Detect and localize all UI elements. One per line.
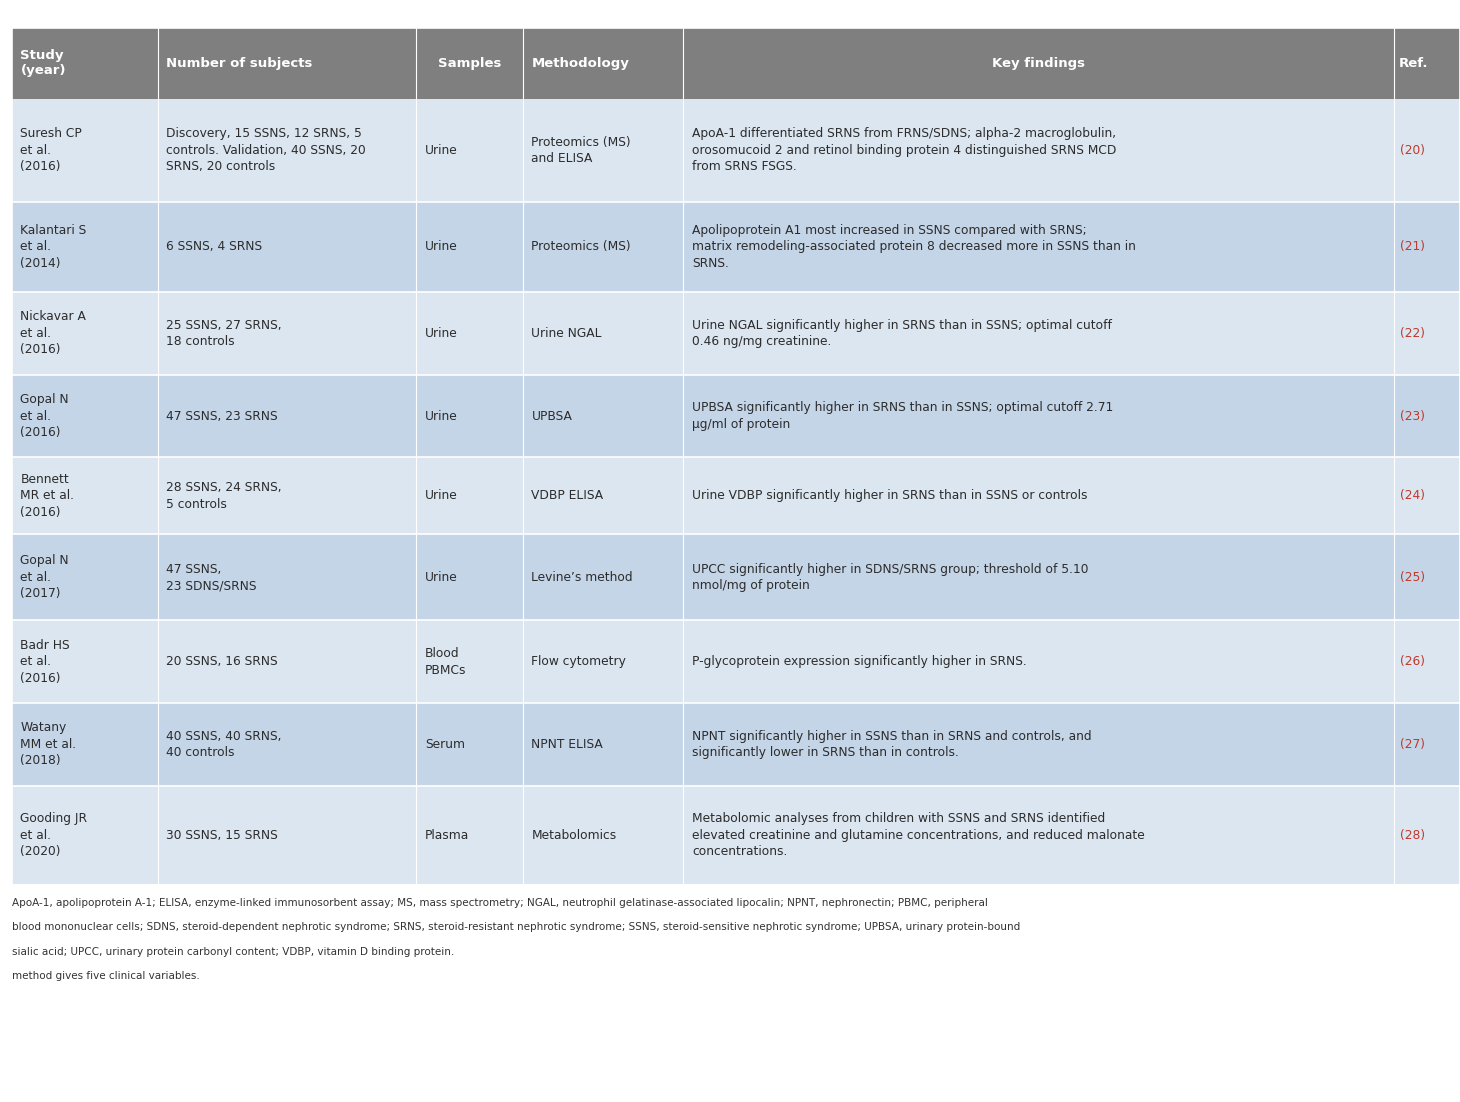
- Text: Proteomics (MS)
and ELISA: Proteomics (MS) and ELISA: [531, 136, 631, 165]
- Text: 47 SSNS, 23 SRNS: 47 SSNS, 23 SRNS: [166, 410, 277, 422]
- Text: 47 SSNS,
23 SDNS/SRNS: 47 SSNS, 23 SDNS/SRNS: [166, 563, 257, 592]
- Text: Ref.: Ref.: [1399, 57, 1428, 69]
- Text: Flow cytometry: Flow cytometry: [531, 656, 626, 668]
- Text: 28 SSNS, 24 SRNS,
5 controls: 28 SSNS, 24 SRNS, 5 controls: [166, 482, 282, 510]
- Text: ApoA-1, apolipoprotein A-1; ELISA, enzyme-linked immunosorbent assay; MS, mass s: ApoA-1, apolipoprotein A-1; ELISA, enzym…: [12, 898, 987, 908]
- Text: (27): (27): [1400, 738, 1425, 750]
- Text: 20 SSNS, 16 SRNS: 20 SSNS, 16 SRNS: [166, 656, 277, 668]
- Text: (22): (22): [1400, 327, 1425, 339]
- Text: sialic acid; UPCC, urinary protein carbonyl content; VDBP, vitamin D binding pro: sialic acid; UPCC, urinary protein carbo…: [12, 947, 454, 957]
- Text: Discovery, 15 SSNS, 12 SRNS, 5
controls. Validation, 40 SSNS, 20
SRNS, 20 contro: Discovery, 15 SSNS, 12 SRNS, 5 controls.…: [166, 128, 366, 173]
- Text: (20): (20): [1400, 144, 1425, 156]
- Bar: [12, 786, 1460, 885]
- Text: Number of subjects: Number of subjects: [166, 57, 312, 69]
- Text: VDBP ELISA: VDBP ELISA: [531, 489, 603, 503]
- Text: (24): (24): [1400, 489, 1425, 503]
- Text: Gopal N
et al.
(2016): Gopal N et al. (2016): [20, 393, 69, 439]
- Text: Badr HS
et al.
(2016): Badr HS et al. (2016): [20, 639, 70, 684]
- Text: P-glycoprotein expression significantly higher in SRNS.: P-glycoprotein expression significantly …: [692, 656, 1026, 668]
- Text: Urine NGAL significantly higher in SRNS than in SSNS; optimal cutoff
0.46 ng/mg : Urine NGAL significantly higher in SRNS …: [692, 318, 1113, 348]
- Text: (28): (28): [1400, 829, 1425, 842]
- Bar: [12, 534, 1460, 620]
- Bar: [12, 620, 1460, 703]
- Text: NPNT significantly higher in SSNS than in SRNS and controls, and
significantly l: NPNT significantly higher in SSNS than i…: [692, 730, 1092, 759]
- Text: Blood
PBMCs: Blood PBMCs: [425, 647, 466, 677]
- Text: Samples: Samples: [438, 57, 501, 69]
- Text: Gopal N
et al.
(2017): Gopal N et al. (2017): [20, 554, 69, 601]
- Text: 25 SSNS, 27 SRNS,
18 controls: 25 SSNS, 27 SRNS, 18 controls: [166, 318, 282, 348]
- Text: Plasma: Plasma: [425, 829, 469, 842]
- Text: method gives five clinical variables.: method gives five clinical variables.: [12, 971, 200, 981]
- Text: Gooding JR
et al.
(2020): Gooding JR et al. (2020): [20, 812, 88, 858]
- Text: Watany
MM et al.
(2018): Watany MM et al. (2018): [20, 722, 76, 767]
- Text: UPBSA significantly higher in SRNS than in SSNS; optimal cutoff 2.71
μg/ml of pr: UPBSA significantly higher in SRNS than …: [692, 401, 1114, 431]
- Text: 40 SSNS, 40 SRNS,
40 controls: 40 SSNS, 40 SRNS, 40 controls: [166, 730, 282, 759]
- Text: ApoA-1 differentiated SRNS from FRNS/SDNS; alpha-2 macroglobulin,
orosomucoid 2 : ApoA-1 differentiated SRNS from FRNS/SDN…: [692, 128, 1117, 173]
- Text: Study
(year): Study (year): [20, 50, 66, 77]
- Text: (25): (25): [1400, 571, 1425, 584]
- Text: blood mononuclear cells; SDNS, steroid-dependent nephrotic syndrome; SRNS, stero: blood mononuclear cells; SDNS, steroid-d…: [12, 922, 1021, 932]
- Text: (26): (26): [1400, 656, 1425, 668]
- Text: UPCC significantly higher in SDNS/SRNS group; threshold of 5.10
nmol/mg of prote: UPCC significantly higher in SDNS/SRNS g…: [692, 563, 1089, 592]
- Text: 6 SSNS, 4 SRNS: 6 SSNS, 4 SRNS: [166, 240, 263, 253]
- Text: Serum: Serum: [425, 738, 464, 750]
- Text: Bennett
MR et al.
(2016): Bennett MR et al. (2016): [20, 473, 74, 519]
- Text: Urine: Urine: [425, 571, 457, 584]
- Text: Urine: Urine: [425, 144, 457, 156]
- Text: Urine VDBP significantly higher in SRNS than in SSNS or controls: Urine VDBP significantly higher in SRNS …: [692, 489, 1088, 503]
- Text: Urine: Urine: [425, 240, 457, 253]
- Bar: [12, 457, 1460, 534]
- Text: UPBSA: UPBSA: [531, 410, 572, 422]
- Bar: [12, 375, 1460, 457]
- Text: NPNT ELISA: NPNT ELISA: [531, 738, 603, 750]
- Text: Urine: Urine: [425, 327, 457, 339]
- Text: Nickavar A
et al.
(2016): Nickavar A et al. (2016): [20, 311, 86, 356]
- Text: Proteomics (MS): Proteomics (MS): [531, 240, 631, 253]
- Text: Levine’s method: Levine’s method: [531, 571, 634, 584]
- Text: (23): (23): [1400, 410, 1425, 422]
- Text: Suresh CP
et al.
(2016): Suresh CP et al. (2016): [20, 128, 82, 173]
- Text: Metabolomics: Metabolomics: [531, 829, 616, 842]
- Text: Urine NGAL: Urine NGAL: [531, 327, 602, 339]
- Bar: [12, 292, 1460, 375]
- Text: Apolipoprotein A1 most increased in SSNS compared with SRNS;
matrix remodeling-a: Apolipoprotein A1 most increased in SSNS…: [692, 224, 1136, 270]
- Text: Key findings: Key findings: [993, 57, 1085, 69]
- Text: 30 SSNS, 15 SRNS: 30 SSNS, 15 SRNS: [166, 829, 279, 842]
- Bar: [12, 202, 1460, 292]
- Text: Urine: Urine: [425, 489, 457, 503]
- Text: Kalantari S
et al.
(2014): Kalantari S et al. (2014): [20, 224, 86, 270]
- Text: Methodology: Methodology: [531, 57, 629, 69]
- Text: Metabolomic analyses from children with SSNS and SRNS identified
elevated creati: Metabolomic analyses from children with …: [692, 812, 1145, 858]
- Bar: [12, 99, 1460, 202]
- Bar: [12, 28, 1460, 99]
- Bar: [12, 703, 1460, 786]
- Text: Urine: Urine: [425, 410, 457, 422]
- Text: (21): (21): [1400, 240, 1425, 253]
